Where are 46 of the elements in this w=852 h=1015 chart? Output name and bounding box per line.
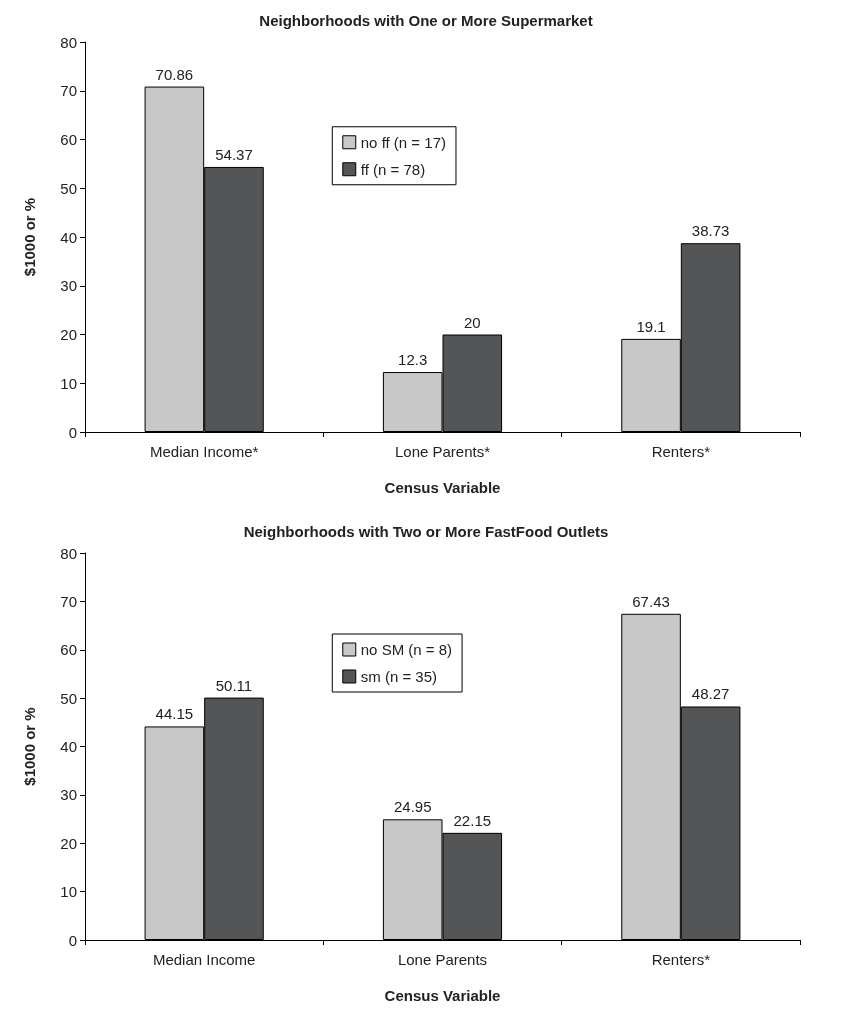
data-label: 48.27 bbox=[691, 685, 730, 703]
y-tick-label: 0 bbox=[68, 931, 77, 949]
data-label: 70.86 bbox=[155, 65, 194, 83]
y-axis-title: $1000 or % bbox=[21, 707, 38, 786]
data-label: 19.1 bbox=[636, 317, 666, 335]
y-tick-label: 40 bbox=[60, 738, 77, 755]
x-tick-label: Median Income bbox=[152, 951, 256, 968]
y-tick-label: 10 bbox=[60, 374, 77, 392]
x-tick-label: Renters* bbox=[651, 443, 711, 460]
y-tick-label: 80 bbox=[60, 33, 77, 51]
legend-label: ff (n = 78) bbox=[360, 160, 426, 178]
y-tick-label: 80 bbox=[60, 544, 77, 562]
legend-label: sm (n = 35) bbox=[360, 668, 438, 685]
y-tick-label: 20 bbox=[60, 326, 77, 343]
y-tick-label: 50 bbox=[60, 179, 77, 197]
data-label: 12.3 bbox=[398, 351, 428, 369]
x-tick-label: Lone Parents* bbox=[394, 443, 491, 460]
y-tick-label: 40 bbox=[60, 228, 77, 246]
y-tick-label: 60 bbox=[60, 641, 77, 659]
data-label: 24.95 bbox=[393, 798, 432, 816]
data-label: 67.43 bbox=[632, 592, 670, 610]
data-label: 50.11 bbox=[215, 676, 253, 694]
chart-title: Neighborhoods with One or More Supermarket bbox=[259, 12, 593, 29]
y-tick-label: 30 bbox=[60, 786, 77, 804]
x-axis-title: Census Variable bbox=[384, 479, 501, 496]
y-tick-label: 0 bbox=[68, 423, 77, 441]
chart-title: Neighborhoods with Two or More FastFood Outlets bbox=[243, 523, 609, 540]
data-label: 54.37 bbox=[215, 145, 253, 163]
legend-label: no SM (n = 8) bbox=[360, 641, 453, 658]
y-tick-label: 70 bbox=[60, 82, 77, 100]
y-axis-title: $1000 or % bbox=[21, 197, 38, 277]
y-tick-label: 60 bbox=[60, 131, 77, 148]
data-label: 38.73 bbox=[691, 222, 730, 240]
y-tick-label: 30 bbox=[60, 277, 77, 295]
x-tick-label: Median Income* bbox=[149, 443, 259, 460]
x-tick-label: Renters* bbox=[651, 951, 711, 968]
y-tick-label: 10 bbox=[60, 883, 77, 901]
data-label: 20 bbox=[463, 313, 481, 331]
x-tick-label: Lone Parents bbox=[397, 951, 488, 968]
y-tick-label: 70 bbox=[60, 592, 77, 610]
legend-label: no ff (n = 17) bbox=[360, 133, 446, 151]
y-tick-label: 20 bbox=[60, 834, 77, 852]
y-tick-label: 50 bbox=[60, 689, 77, 707]
data-label: 22.15 bbox=[453, 811, 492, 829]
x-axis-title: Census Variable bbox=[384, 987, 501, 1004]
data-label: 44.15 bbox=[155, 705, 194, 723]
